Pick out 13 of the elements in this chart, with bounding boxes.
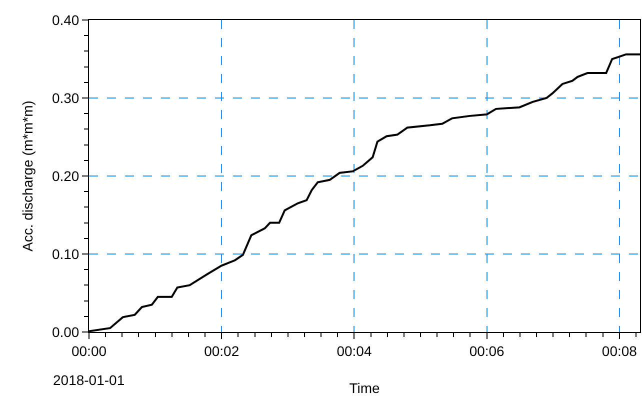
- x-tick-label: 00:00: [71, 342, 107, 359]
- y-tick-label: 0.20: [52, 168, 80, 184]
- x-tick-label: 00:02: [204, 342, 240, 359]
- y-tick-label: 0.30: [52, 90, 80, 106]
- y-tick-label: 0.10: [52, 246, 80, 262]
- y-axis-title: Acc. discharge (m*m*m): [20, 100, 36, 252]
- x-tick-label: 00:04: [336, 342, 372, 359]
- y-tick-label: 0.40: [52, 12, 80, 28]
- text: 2018-01-01: [53, 372, 125, 388]
- x-axis-title: Time: [349, 380, 380, 396]
- y-tick-label: 0.00: [52, 324, 80, 340]
- x-tick-label: 00:08: [602, 342, 638, 359]
- x-tick-label: 00:06: [469, 342, 505, 359]
